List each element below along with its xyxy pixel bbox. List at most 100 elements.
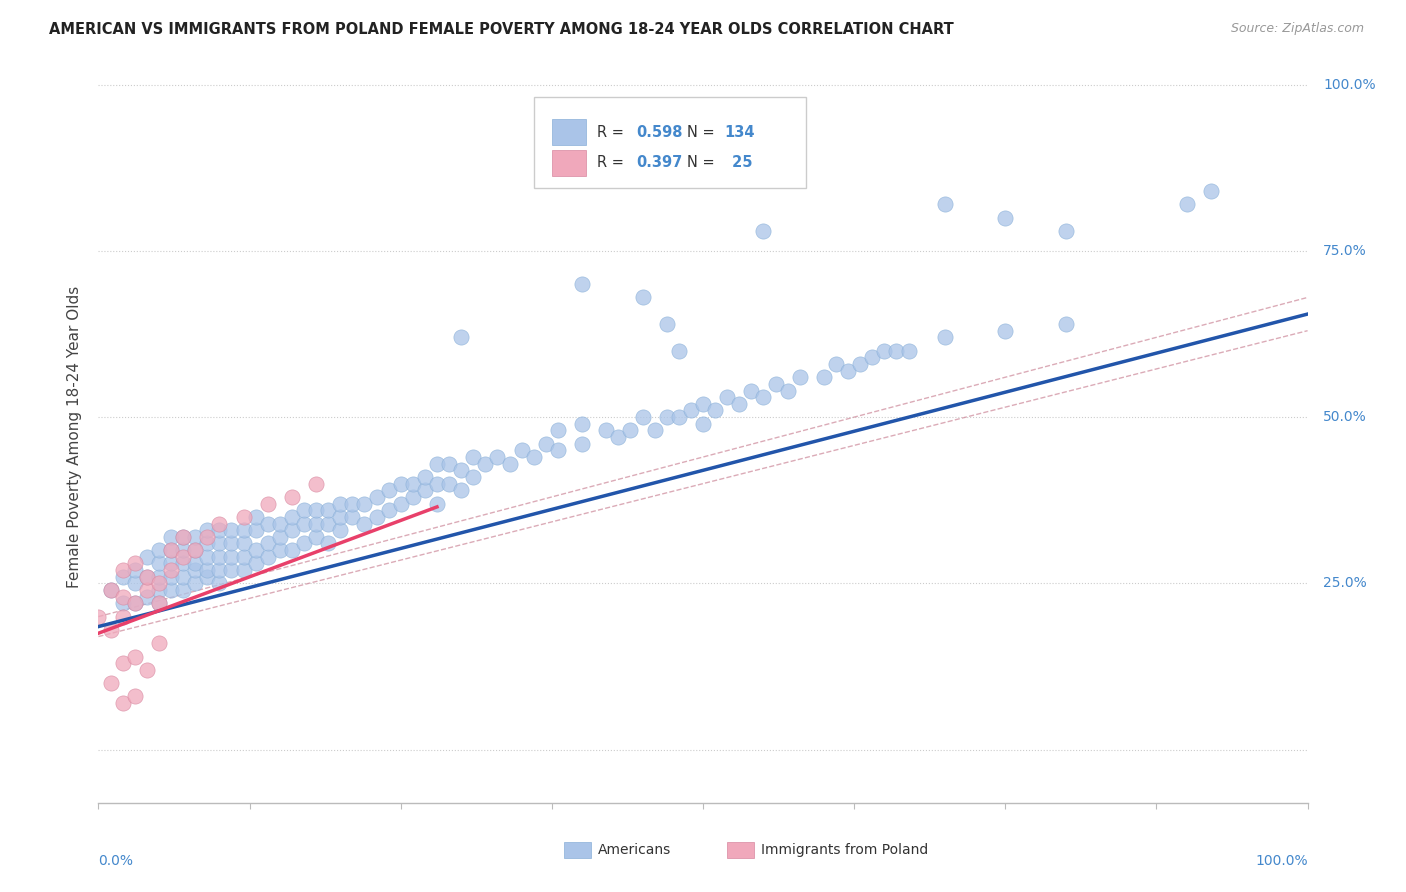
Point <box>245 509 267 524</box>
Point <box>172 570 194 584</box>
Point <box>789 370 811 384</box>
Point <box>342 509 364 524</box>
Point <box>135 663 157 677</box>
Point <box>377 503 399 517</box>
Point <box>474 457 496 471</box>
Point <box>305 476 328 491</box>
Point <box>135 570 157 584</box>
Point <box>316 516 339 531</box>
Point <box>195 536 218 550</box>
Point <box>994 324 1017 338</box>
Point <box>160 570 183 584</box>
Point <box>172 530 194 544</box>
Point <box>619 424 641 438</box>
Point <box>752 224 775 238</box>
Point <box>100 676 122 690</box>
Text: 134: 134 <box>724 125 755 139</box>
Point <box>172 530 194 544</box>
Point <box>366 490 388 504</box>
Point <box>100 582 122 597</box>
Point <box>426 497 449 511</box>
Text: N =: N = <box>688 155 720 170</box>
Point <box>160 543 183 558</box>
Point <box>208 576 231 591</box>
FancyBboxPatch shape <box>727 841 754 858</box>
Point <box>195 563 218 577</box>
Point <box>184 563 207 577</box>
Point <box>316 536 339 550</box>
Point <box>111 656 134 670</box>
Point <box>221 523 243 537</box>
Point <box>704 403 727 417</box>
Point <box>463 450 485 464</box>
Point <box>292 503 315 517</box>
Point <box>523 450 546 464</box>
Point <box>135 582 157 597</box>
Point <box>208 549 231 564</box>
Point <box>184 557 207 571</box>
Text: AMERICAN VS IMMIGRANTS FROM POLAND FEMALE POVERTY AMONG 18-24 YEAR OLDS CORRELAT: AMERICAN VS IMMIGRANTS FROM POLAND FEMAL… <box>49 22 953 37</box>
Point <box>135 549 157 564</box>
Point <box>571 436 593 450</box>
Point <box>148 543 170 558</box>
Y-axis label: Female Poverty Among 18-24 Year Olds: Female Poverty Among 18-24 Year Olds <box>67 286 83 588</box>
Point <box>437 476 460 491</box>
Point <box>389 497 412 511</box>
Point <box>160 543 183 558</box>
Point <box>148 582 170 597</box>
Point <box>692 397 714 411</box>
Point <box>184 543 207 558</box>
Text: R =: R = <box>596 155 628 170</box>
Point <box>208 536 231 550</box>
Point <box>426 457 449 471</box>
Point <box>281 490 304 504</box>
Point <box>195 530 218 544</box>
Point <box>256 497 278 511</box>
Text: 0.0%: 0.0% <box>98 854 134 868</box>
Point <box>111 563 134 577</box>
Point <box>221 563 243 577</box>
Point <box>256 516 278 531</box>
Point <box>232 523 254 537</box>
Point <box>342 497 364 511</box>
Point <box>172 549 194 564</box>
Point <box>994 211 1017 225</box>
Point <box>148 596 170 610</box>
Point <box>402 490 425 504</box>
Point <box>195 549 218 564</box>
Point <box>184 530 207 544</box>
Point <box>655 317 678 331</box>
Point <box>245 543 267 558</box>
Point <box>934 330 956 344</box>
Text: R =: R = <box>596 125 628 139</box>
Point <box>450 483 472 498</box>
Point <box>1175 197 1198 211</box>
Point <box>232 549 254 564</box>
Point <box>413 470 436 484</box>
Point <box>245 523 267 537</box>
Point <box>160 530 183 544</box>
Point <box>305 503 328 517</box>
Point <box>353 516 375 531</box>
Point <box>1199 184 1222 198</box>
Text: Source: ZipAtlas.com: Source: ZipAtlas.com <box>1230 22 1364 36</box>
Point <box>148 636 170 650</box>
FancyBboxPatch shape <box>551 150 586 176</box>
Point <box>111 570 134 584</box>
Point <box>377 483 399 498</box>
Point <box>631 410 654 425</box>
Text: 75.0%: 75.0% <box>1323 244 1367 258</box>
Point <box>269 530 291 544</box>
Point <box>124 596 146 610</box>
Point <box>595 424 617 438</box>
Point <box>510 443 533 458</box>
Point <box>221 536 243 550</box>
Point <box>825 357 848 371</box>
Point <box>886 343 908 358</box>
Point <box>353 497 375 511</box>
Point <box>292 536 315 550</box>
Point <box>934 197 956 211</box>
Text: 100.0%: 100.0% <box>1256 854 1308 868</box>
Point <box>160 582 183 597</box>
Point <box>837 363 859 377</box>
